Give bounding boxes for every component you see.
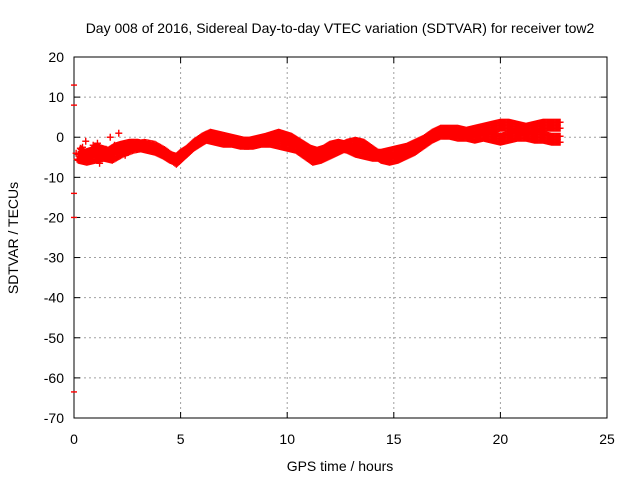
x-tick-label: 20 (493, 431, 509, 447)
x-axis-label: GPS time / hours (287, 458, 394, 474)
data-point (115, 129, 123, 137)
x-tick-label: 5 (177, 431, 185, 447)
x-tick-label: 0 (70, 431, 78, 447)
x-tick-label: 10 (279, 431, 295, 447)
axis-ticks (73, 56, 608, 419)
y-tick-label: -40 (44, 290, 64, 306)
x-tick-label: 15 (386, 431, 402, 447)
plot-area-frame (73, 56, 608, 419)
y-tick-label: -20 (44, 209, 64, 225)
data-point (96, 159, 104, 167)
data-point (102, 145, 110, 153)
y-tick-label: -50 (44, 330, 64, 346)
data-points (71, 84, 564, 393)
y-tick-label: 0 (56, 129, 64, 145)
data-point (77, 145, 85, 153)
x-tick-label: 25 (599, 431, 615, 447)
y-tick-label: -70 (44, 410, 64, 426)
chart-title: Day 008 of 2016, Sidereal Day-to-day VTE… (86, 20, 595, 36)
data-point (82, 137, 90, 145)
y-tick-label: 10 (48, 89, 64, 105)
x-tick-labels: 0 5 10 15 20 25 (70, 431, 615, 447)
y-tick-label: -60 (44, 370, 64, 386)
data-point (89, 141, 97, 149)
y-tick-label: 20 (48, 49, 64, 65)
data-point (73, 155, 81, 163)
data-point (85, 157, 93, 165)
y-tick-labels: -70 -60 -50 -40 -30 -20 -10 0 10 20 (44, 49, 64, 426)
data-point (113, 153, 121, 161)
data-point (556, 132, 564, 140)
y-axis-label: SDTVAR / TECUs (5, 182, 21, 294)
data-point (106, 133, 114, 141)
data-point (121, 151, 129, 159)
data-point (556, 124, 564, 132)
data-point (556, 118, 564, 126)
y-tick-label: -30 (44, 250, 64, 266)
data-point (117, 145, 125, 153)
data-point (93, 139, 101, 147)
y-tick-label: -10 (44, 169, 64, 185)
data-point (111, 141, 119, 149)
grid (74, 57, 607, 418)
data-point (72, 149, 80, 157)
data-point (556, 138, 564, 146)
